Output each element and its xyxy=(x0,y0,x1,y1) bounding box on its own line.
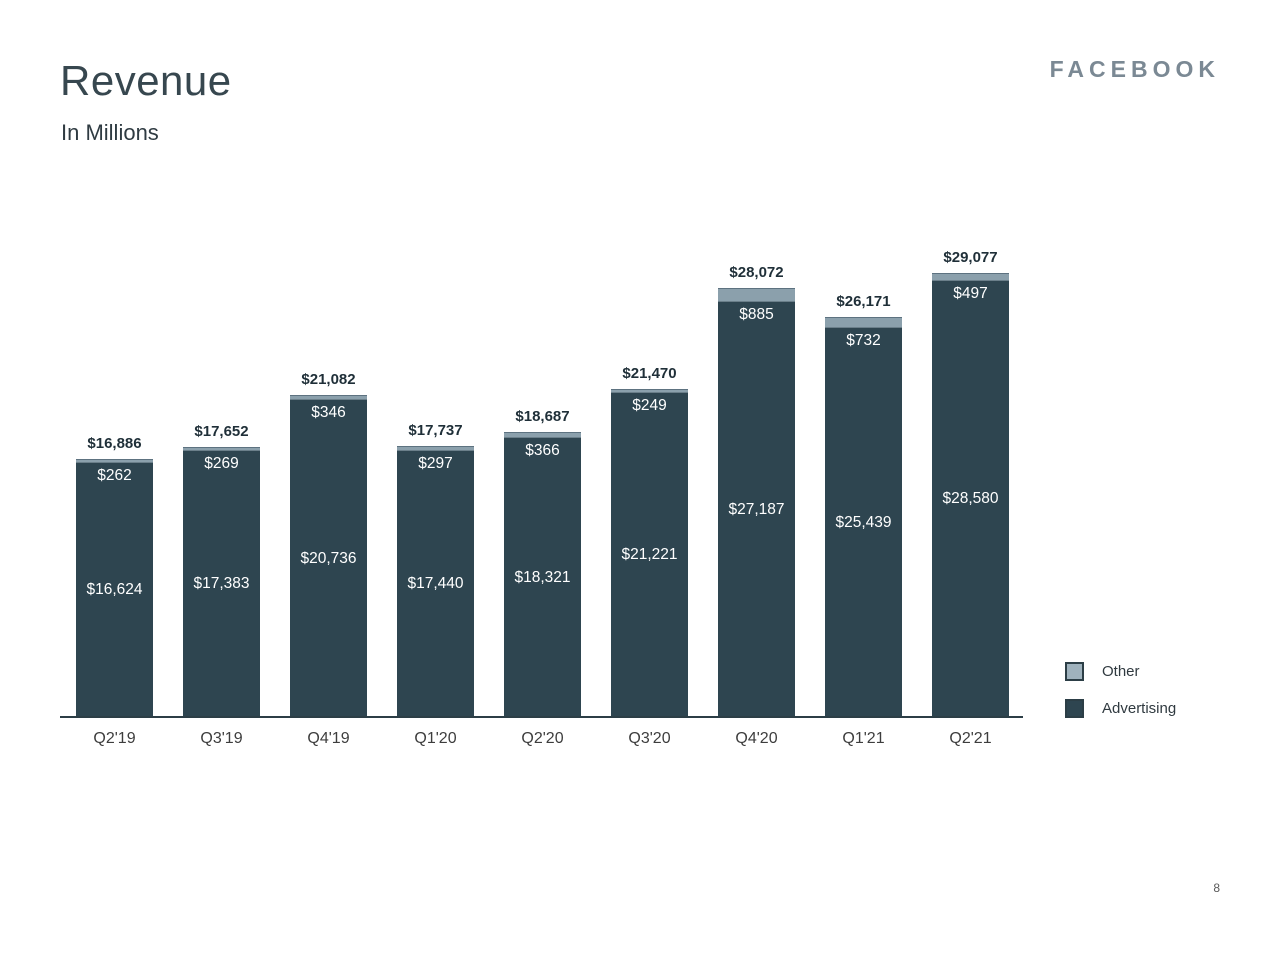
other-value-label: $249 xyxy=(632,397,667,414)
advertising-value-label: $18,321 xyxy=(514,568,571,586)
bar-Q4-19: $21,082 $346 $20,736 xyxy=(290,371,367,717)
advertising-value-label: $25,439 xyxy=(835,513,892,531)
legend-swatch-other xyxy=(1065,662,1084,681)
other-segment xyxy=(397,446,474,451)
legend-label: Advertising xyxy=(1102,700,1177,717)
x-axis-label: Q4'19 xyxy=(307,730,350,747)
advertising-value-label: $21,221 xyxy=(621,546,678,563)
other-segment xyxy=(504,432,581,438)
bar-Q2-21: $29,077 $497 $28,580 xyxy=(932,249,1009,717)
other-value-label: $297 xyxy=(418,455,453,472)
x-axis-label: Q1'21 xyxy=(842,730,885,747)
bar-Q2-20: $18,687 $366 $18,321 xyxy=(504,408,581,717)
legend-label: Other xyxy=(1102,663,1140,680)
total-label: $17,652 xyxy=(194,423,249,440)
other-segment xyxy=(611,389,688,393)
other-segment xyxy=(932,273,1009,281)
chart-legend: Other Advertising xyxy=(1065,661,1176,735)
page-subtitle: In Millions xyxy=(61,120,159,145)
other-segment xyxy=(76,459,153,463)
other-value-label: $346 xyxy=(311,404,346,421)
x-axis-label: Q4'20 xyxy=(735,730,778,747)
total-label: $26,171 xyxy=(836,293,891,310)
advertising-value-label: $17,383 xyxy=(193,575,250,592)
legend-item-other: Other xyxy=(1065,661,1176,682)
page-title: Revenue xyxy=(60,57,232,104)
other-value-label: $497 xyxy=(953,285,988,302)
x-axis-label: Q3'20 xyxy=(628,730,671,747)
x-axis-label: Q1'20 xyxy=(414,730,457,747)
other-segment xyxy=(290,395,367,400)
bar-Q3-19: $17,652 $269 $17,383 xyxy=(183,423,260,717)
other-segment xyxy=(825,317,902,328)
bar-Q2-19: $16,886 $262 $16,624 xyxy=(76,435,153,717)
other-segment xyxy=(183,447,260,451)
x-axis-line xyxy=(60,716,1023,718)
advertising-value-label: $16,624 xyxy=(86,581,143,598)
total-label: $16,886 xyxy=(87,435,142,452)
bar-Q3-20: $21,470 $249 $21,221 xyxy=(611,365,688,717)
legend-swatch-advertising xyxy=(1065,699,1084,718)
total-label: $17,737 xyxy=(408,422,463,439)
x-axis-label: Q2'20 xyxy=(521,730,564,747)
advertising-value-label: $20,736 xyxy=(300,549,357,567)
legend-item-advertising: Advertising xyxy=(1065,698,1176,719)
plot-area: $16,886 $262 $16,624 $17,652 $269 $17,383 $21,… xyxy=(60,200,1022,717)
x-axis-label: Q2'19 xyxy=(93,730,136,747)
bar-Q4-20: $28,072 $885 $27,187 xyxy=(718,264,795,717)
total-label: $21,082 xyxy=(301,371,356,388)
other-segment xyxy=(718,288,795,302)
total-label: $28,072 xyxy=(729,264,784,281)
bar-Q1-21: $26,171 $732 $25,439 xyxy=(825,293,902,717)
advertising-value-label: $28,580 xyxy=(942,490,999,507)
page-number: 8 xyxy=(1213,881,1220,895)
facebook-logo: FACEBOOK xyxy=(1049,56,1220,82)
other-value-label: $732 xyxy=(846,332,881,349)
advertising-value-label: $17,440 xyxy=(407,575,464,592)
total-label: $21,470 xyxy=(622,365,677,382)
advertising-value-label: $27,187 xyxy=(728,500,785,518)
total-label: $29,077 xyxy=(943,249,998,266)
other-value-label: $262 xyxy=(97,467,132,484)
x-axis-label: Q2'21 xyxy=(949,730,992,747)
other-value-label: $366 xyxy=(525,442,560,459)
total-label: $18,687 xyxy=(515,408,570,425)
x-axis-label: Q3'19 xyxy=(200,730,243,747)
other-value-label: $269 xyxy=(204,455,239,472)
bar-Q1-20: $17,737 $297 $17,440 xyxy=(397,422,474,717)
other-value-label: $885 xyxy=(739,306,774,323)
